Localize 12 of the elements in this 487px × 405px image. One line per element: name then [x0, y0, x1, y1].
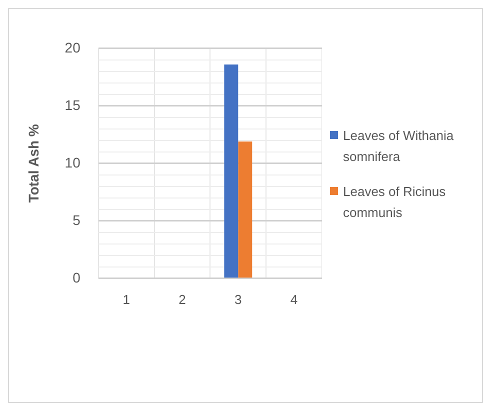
y-tick-label: 20: [64, 39, 81, 56]
x-tick-label: 4: [290, 292, 298, 307]
y-tick-label: 0: [72, 269, 81, 286]
y-tick-label: 15: [64, 96, 81, 113]
y-tick-label: 10: [64, 154, 81, 170]
legend-label: Leaves of Withania somnifera: [343, 127, 455, 166]
legend-label: Leaves of Ricinus communis: [343, 183, 447, 222]
x-tick-label: 1: [122, 292, 130, 307]
x-tick-label: 2: [178, 292, 186, 307]
y-tick-label: 5: [72, 212, 81, 228]
x-tick-label: 3: [234, 292, 242, 307]
y-axis-title: Total Ash %: [25, 124, 42, 203]
